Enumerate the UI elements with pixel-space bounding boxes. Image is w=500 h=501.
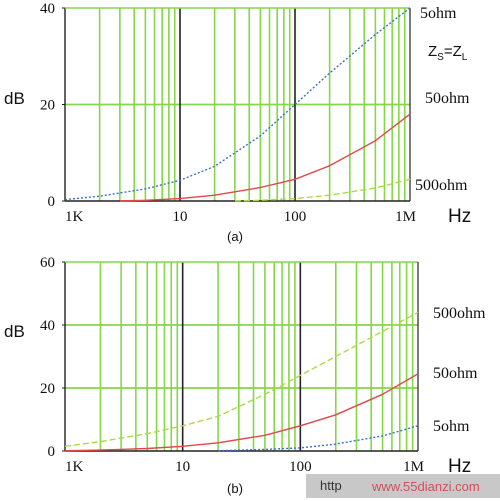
chart-a-y-axis-label: dB [4, 89, 25, 108]
chart-b-series-label: 5ohm [433, 418, 470, 435]
chart-a-annotation-part: S [437, 52, 444, 63]
chart-b-y-tick-label: 40 [40, 318, 55, 334]
chart-a-y-tick-label: 20 [40, 98, 55, 114]
chart-b-series-50ohm [64, 373, 419, 452]
chart-a-x-tick-label: 100 [284, 209, 307, 225]
chart-a-series-5ohm [64, 7, 411, 201]
chart-a-series-label: 500ohm [415, 177, 468, 194]
chart-a-series-500ohm [234, 178, 411, 202]
chart-a-y-tick-label: 0 [48, 194, 56, 210]
chart-a-x-tick-label: 10 [173, 209, 188, 225]
chart-a-x-tick-label: 1K [65, 209, 84, 225]
watermark-left: http [320, 478, 342, 493]
chart-b-x-tick-label: 100 [289, 459, 312, 475]
chart-a-subtitle: (a) [227, 229, 243, 244]
chart-b-series-label: 500ohm [433, 305, 486, 322]
chart-a-y-tick-label: 40 [40, 1, 55, 17]
chart-b-y-axis-label: dB [4, 322, 25, 341]
chart-b-subtitle: (b) [227, 481, 243, 496]
chart-a-series-label: 5ohm [420, 5, 457, 22]
chart-a-annotation-part: =Z [444, 43, 462, 60]
chart-a-annotation-part: L [462, 52, 468, 63]
chart-b-series-500ohm [64, 311, 419, 447]
chart-a-series-label: 50ohm [425, 90, 470, 107]
chart-a-x-tick-label: 1M [395, 209, 416, 225]
chart-b-x-tick-label: 10 [175, 459, 190, 475]
chart-b-y-tick-label: 0 [48, 444, 56, 460]
chart-b-x-tick-label: 1M [403, 459, 424, 475]
watermark-box [306, 474, 500, 498]
chart-b-x-tick-label: 1K [65, 459, 84, 475]
chart-b-x-axis-label: Hz [448, 456, 471, 477]
chart-b-series-5ohm [218, 425, 419, 452]
chart-b-y-tick-label: 20 [40, 381, 55, 397]
chart-a-annotation: ZS=ZL [428, 43, 468, 63]
watermark-right: www.55dianzi.com [371, 479, 480, 494]
chart-a-x-axis-label: Hz [448, 206, 471, 227]
chart-b-series-label: 50ohm [433, 365, 478, 382]
chart-b-y-tick-label: 60 [40, 255, 55, 271]
chart-a-series-50ohm [119, 113, 411, 202]
chart-a-annotation-part: Z [428, 43, 437, 60]
